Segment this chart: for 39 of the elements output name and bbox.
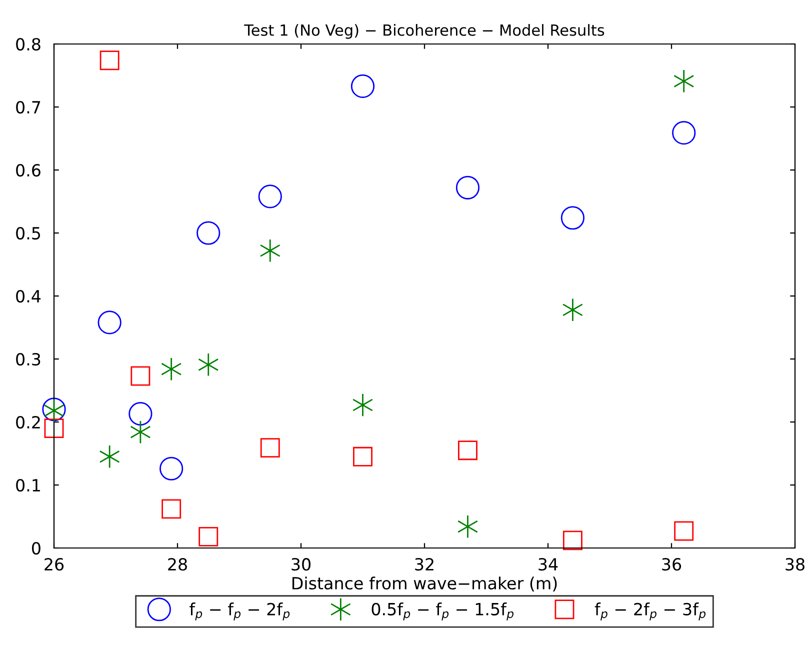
- point: [128, 402, 152, 426]
- point: [160, 456, 184, 480]
- point: [196, 221, 220, 245]
- x-axis-title: Distance from wave−maker (m): [292, 576, 557, 592]
- y-tick-label: 0.7: [16, 100, 40, 114]
- point: [353, 446, 372, 466]
- point: [162, 499, 182, 519]
- point: [198, 526, 218, 546]
- point: [130, 366, 150, 386]
- point: [672, 121, 696, 145]
- legend-label: f$_{p}$ − f$_{p}$ − 2f$_{p}$: [190, 602, 290, 620]
- chart-title: Test 1 (No Veg) − Bicoherence − Model Results: [244, 24, 604, 39]
- y-tick-label: 0.2: [16, 416, 40, 429]
- point: [44, 418, 64, 438]
- y-tick-label: 0.4: [16, 290, 41, 303]
- point: [350, 74, 375, 98]
- x-tick-label: 28: [168, 558, 187, 571]
- y-tick-label: 0: [32, 542, 40, 555]
- point: [560, 206, 585, 230]
- x-tick-label: 38: [786, 558, 804, 571]
- x-tick-label: 36: [662, 558, 682, 571]
- x-tick-label: 30: [292, 558, 310, 571]
- point: [98, 310, 122, 334]
- x-tick-label: 32: [415, 558, 434, 571]
- point: [258, 184, 282, 208]
- point: [456, 176, 480, 200]
- point: [562, 530, 582, 550]
- point: [458, 440, 478, 460]
- y-tick-label: 0.1: [16, 478, 40, 492]
- y-tick-label: 0.3: [16, 352, 40, 366]
- point: [674, 521, 694, 541]
- y-tick-label: 0.8: [16, 38, 40, 51]
- x-tick-label: 26: [44, 558, 64, 571]
- point: [260, 438, 280, 458]
- x-tick-label: 34: [538, 558, 558, 571]
- y-tick-label: 0.5: [16, 226, 40, 240]
- point: [100, 50, 120, 70]
- legend-label: f$_{p}$ − 2f$_{p}$ − 3f$_{p}$: [594, 602, 706, 620]
- y-tick-label: 0.6: [16, 164, 40, 177]
